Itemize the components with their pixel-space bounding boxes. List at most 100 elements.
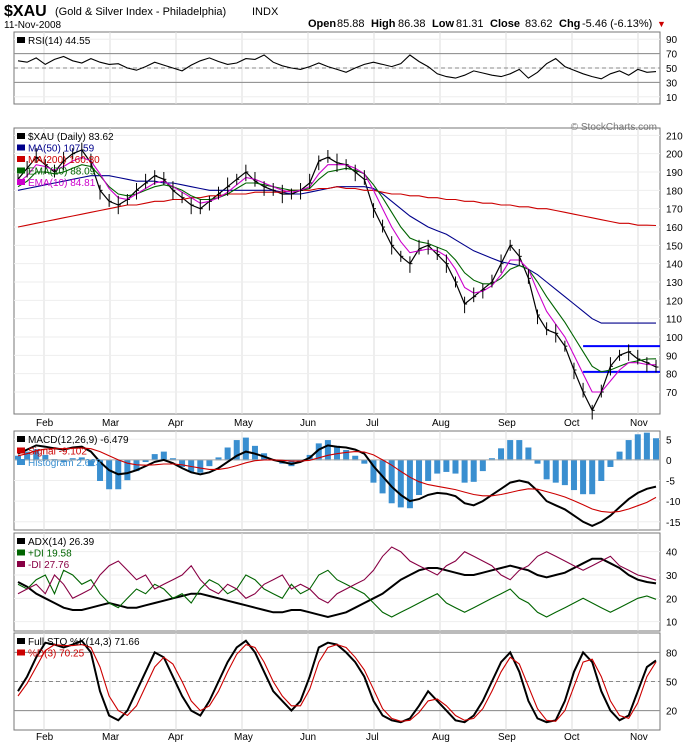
histogram-bar	[334, 445, 340, 461]
histogram-bar	[470, 459, 477, 482]
histogram-bar	[443, 459, 450, 472]
histogram-bar	[142, 459, 149, 463]
low-label: Low	[432, 18, 454, 30]
histogram-bar	[179, 459, 186, 467]
histogram-bar	[570, 459, 577, 491]
histogram-bar	[543, 459, 550, 480]
histogram-bar	[406, 459, 413, 509]
histogram-bar	[242, 437, 249, 461]
legend-entry: -DI 27.76	[28, 560, 70, 571]
y-tick-label: 100	[666, 333, 683, 344]
y-tick-label: 80	[666, 648, 678, 659]
y-tick-label: 50	[666, 678, 678, 689]
legend-entry: +DI 19.58	[28, 549, 72, 560]
month-label-mid: Mar	[102, 418, 120, 429]
legend-swatch	[17, 561, 25, 567]
histogram-bar	[452, 459, 459, 474]
legend-swatch	[17, 638, 25, 644]
y-tick-label: 170	[666, 205, 683, 216]
histogram-bar	[552, 459, 559, 483]
legend-entry: MA(50) 107.59	[28, 144, 95, 155]
month-label-bottom: Sep	[498, 732, 516, 743]
month-label-bottom: Apr	[168, 732, 184, 743]
legend-swatch	[17, 549, 25, 556]
histogram-bar	[324, 440, 331, 461]
histogram-bar	[87, 459, 94, 467]
open-value: 85.88	[337, 18, 365, 30]
legend-swatch	[17, 179, 25, 185]
series-line-1	[17, 643, 657, 722]
y-tick-label: 20	[666, 707, 678, 718]
histogram-bar	[425, 459, 432, 481]
y-tick-label: 210	[666, 131, 683, 142]
panel-1: 70 80 90 100 110 120 130 140 150 160 170 180 190 200 2…	[13, 127, 683, 420]
y-tick-label: 90	[666, 351, 678, 362]
legend-entry: Signal -9.102	[28, 447, 87, 458]
histogram-bar	[151, 454, 158, 461]
histogram-bar	[133, 459, 140, 472]
histogram-bar	[625, 440, 632, 461]
y-tick-label: 10	[666, 618, 678, 629]
histogram-bar	[97, 459, 104, 481]
histogram-bar	[343, 449, 350, 461]
histogram-bar	[124, 459, 131, 481]
histogram-bar	[488, 458, 495, 461]
legend-swatch	[17, 37, 25, 43]
panel-0: 10 30 50 70 90 RSI(14) 44.55	[13, 31, 678, 105]
y-tick-label: 20	[666, 594, 678, 605]
histogram-bar	[507, 440, 514, 461]
y-tick-label: 110	[666, 315, 682, 326]
y-tick-label: 50	[666, 64, 678, 75]
histogram-bar	[15, 455, 21, 461]
y-tick-label: 40	[666, 548, 678, 559]
y-tick-label: 120	[666, 296, 683, 307]
high-label: High	[371, 18, 396, 30]
y-tick-label: 190	[666, 168, 683, 179]
legend-entry: EMA(20) 88.09	[28, 167, 96, 178]
y-tick-label: 80	[666, 370, 678, 381]
legend-entry: $XAU (Daily) 83.62	[28, 132, 114, 143]
y-tick-label: -10	[666, 497, 681, 508]
legend-swatch	[17, 447, 25, 454]
y-tick-label: 90	[666, 35, 678, 46]
histogram-bar	[616, 451, 623, 461]
histogram-bar	[78, 457, 85, 461]
legend-swatch	[17, 167, 25, 174]
histogram-bar	[33, 449, 40, 461]
histogram-bar	[42, 454, 49, 461]
y-tick-label: 180	[666, 186, 683, 197]
watermark: © StockCharts.com	[571, 122, 657, 133]
histogram-bar	[315, 443, 322, 461]
series-line-0	[17, 54, 657, 80]
histogram-bar	[215, 457, 222, 461]
month-label-mid: Jul	[366, 418, 379, 429]
panel-frame	[13, 532, 661, 632]
y-tick-label: 5	[666, 435, 672, 446]
histogram-bar	[361, 459, 368, 464]
legend-entry: EMA(10) 84.81	[28, 178, 96, 189]
y-tick-label: 70	[666, 388, 678, 399]
histogram-bar	[653, 438, 659, 461]
histogram-bar	[561, 459, 568, 486]
legend-swatch	[17, 156, 25, 162]
legend-entry: RSI(14) 44.55	[28, 36, 91, 47]
chart-header: $XAU (Gold & Silver Index - Philadelphia…	[4, 3, 666, 31]
histogram-bar	[634, 434, 641, 461]
close-label: Close	[490, 18, 520, 30]
histogram-bar	[106, 459, 113, 490]
legend-entry: MACD(12,26,9) -6.479	[28, 435, 129, 446]
y-tick-label: 70	[666, 50, 678, 61]
chg-value: -5.46 (-6.13%)	[582, 18, 652, 30]
y-tick-label: 10	[666, 93, 678, 104]
legend-swatch	[17, 133, 25, 139]
chg-label: Chg	[559, 18, 580, 30]
histogram-bar	[197, 459, 204, 473]
series-line-2	[17, 546, 657, 604]
histogram-bar	[580, 459, 587, 495]
histogram-bar	[534, 459, 541, 464]
index-name: (Gold & Silver Index - Philadelphia)	[55, 6, 226, 18]
symbol-title: $XAU	[4, 3, 47, 20]
histogram-bar	[434, 459, 441, 474]
month-label-bottom: Mar	[102, 732, 120, 743]
histogram-bar	[479, 459, 486, 472]
